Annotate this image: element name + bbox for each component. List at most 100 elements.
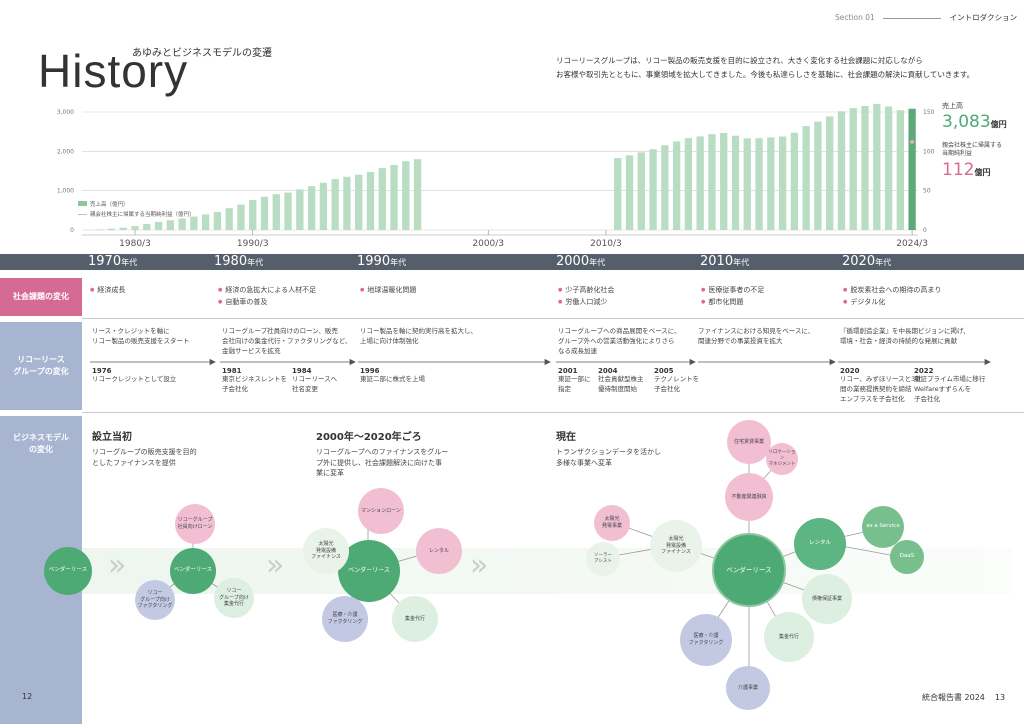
era-2020: 2020年代 — [842, 254, 892, 269]
kpi-profit: 親会社株主に帰属する 当期純利益 112億円 — [942, 142, 1003, 180]
sales-bar — [896, 110, 904, 230]
footer-report: 統合報告書 2024 13 — [922, 693, 1006, 702]
sales-bar — [319, 182, 328, 230]
sales-bar — [272, 194, 280, 230]
kpi-sales: 売上高 3,083億円 — [942, 102, 1007, 132]
bm-phase-1: 設立当初 リコーグループの販売支援を目的 としたファイナンスを提供 — [92, 432, 197, 467]
era-1970: 1970年代 — [88, 254, 138, 269]
legend-profit: 親会社株主に帰属する当期純利益（億円） — [78, 211, 195, 221]
y-right-tick: 100 — [923, 148, 935, 155]
y-right-tick: 150 — [923, 109, 935, 116]
sales-bar — [637, 152, 645, 230]
social-2020: 脱炭素社会への期待の高まりデジタル化 — [843, 284, 941, 309]
rental-node: レンタル — [794, 518, 846, 570]
chevron-right-icon: » — [266, 548, 285, 583]
real-estate-loan-node: 不動産関連融資 — [725, 473, 773, 521]
medical-factoring-node: 医療・介護 ファクタリング — [322, 596, 368, 642]
sales-bar — [154, 221, 163, 230]
group-1980: リコーグループ社員向けのローン、販売 会社向けの集金代行・ファクタリングなど、 金融… — [222, 327, 352, 355]
ricoh-loan-node: リコーグループ 社員向けローン — [175, 504, 215, 544]
sales-bar — [331, 179, 339, 230]
sales-bar — [849, 108, 857, 230]
sales-chart: 3,000 2,000 1,000 0 150 100 50 0 1980/3 1990/3 200… — [57, 103, 935, 249]
sales-bar — [119, 227, 127, 230]
timeline-arrows — [90, 358, 991, 366]
vendor-lease-node: ベンダーリース — [170, 548, 216, 594]
collection-node: 集金代行 — [764, 612, 814, 662]
sales-bar — [802, 126, 810, 230]
sales-bar — [355, 174, 363, 230]
event-2004: 2004 社会貢献型株主 優待制度開始 — [598, 367, 644, 393]
sales-bar — [413, 159, 422, 230]
sales-bar — [908, 108, 916, 230]
x-tick-label: 1980/3 — [119, 239, 151, 249]
sales-bar — [814, 121, 822, 230]
sales-bar — [96, 229, 104, 230]
as-a-service-node: as a Service — [862, 506, 904, 548]
solar-finance-node: 太陽光 発電設備 ファイナンス — [303, 528, 349, 574]
social-1990: 地球温暖化問題 — [360, 284, 416, 296]
sales-bar — [166, 220, 174, 230]
bm-phase-2: 2000年～2020年ごろ リコーグループへのファイナンスをグルー プ外に提供し… — [316, 432, 449, 477]
group-2000: リコーグループへの商品展開をベースに、 グループ外への営業活動強化によりさら なる成… — [558, 327, 681, 355]
guarantee-node: 債権保証事業 — [802, 574, 852, 624]
solar-finance-node: 太陽光 発電設備 ファイナンス — [650, 520, 702, 572]
y-left-tick: 0 — [70, 227, 74, 234]
era-1980: 1980年代 — [214, 254, 264, 269]
vendor-lease-node: ベンダーリース — [44, 547, 92, 595]
sales-bar — [672, 141, 681, 230]
sales-bar — [790, 132, 799, 230]
care-business-node: 介護事業 — [726, 666, 770, 710]
collection-node: 集金代行 — [392, 596, 438, 642]
sales-bar — [390, 164, 398, 230]
sales-bar — [873, 103, 881, 230]
sales-bar — [131, 226, 139, 230]
profit-point — [910, 139, 915, 144]
network-lines — [153, 442, 907, 680]
sales-bar — [225, 208, 233, 230]
sales-bar — [625, 155, 634, 230]
era-2000: 2000年代 — [556, 254, 606, 269]
era-2010: 2010年代 — [700, 254, 750, 269]
group-1970: リース・クレジットを軸に リコー製品の販売支援をスタート — [92, 327, 190, 345]
social-2000: 少子高齢化社会労働人口減少 — [558, 284, 614, 309]
y-left-tick: 2,000 — [57, 148, 74, 155]
group-2010: ファイナンスにおける知見をベースに、 関連分野での事業投資を拡大 — [698, 327, 815, 345]
medical-factoring-node: 医療・介護 ファクタリング — [680, 614, 732, 666]
x-tick-label: 2000/3 — [472, 239, 504, 249]
chevron-right-icon: » — [470, 548, 489, 583]
page-subtitle: あゆみとビジネスモデルの変遷 — [132, 48, 272, 59]
sales-bar — [343, 176, 351, 230]
ricoh-collection-node: リコー グループ向け 集金代行 — [214, 578, 254, 618]
sales-bar — [861, 106, 869, 230]
y-left-tick: 1,000 — [57, 188, 74, 195]
legend-sales: 売上高（億円） — [78, 201, 195, 211]
event-1976: 1976 リコークレジットとして設立 — [92, 367, 177, 383]
event-1981: 1981 東京ビジネスレントを 子会社化 — [222, 367, 287, 393]
sales-bar — [249, 199, 257, 230]
solar-power-node: 太陽光 発電事業 — [594, 505, 630, 541]
chart-legend: 売上高（億円） 親会社株主に帰属する当期純利益（億円） — [78, 201, 195, 221]
mansion-loan-node: マンションローン — [358, 488, 404, 534]
sales-bar — [684, 138, 693, 230]
sales-bar — [731, 135, 740, 230]
sales-bar — [190, 216, 198, 230]
y-right-tick: 0 — [923, 227, 927, 234]
sales-bar — [837, 111, 846, 230]
sales-bar — [296, 189, 304, 230]
sales-bar — [366, 171, 375, 230]
row-label-group: リコーリース グループの変化 — [0, 322, 82, 410]
sales-bar — [720, 132, 728, 230]
sales-bar — [237, 204, 245, 230]
sales-bar — [826, 116, 834, 230]
y-right-tick: 50 — [923, 188, 931, 195]
era-bar — [0, 254, 1024, 270]
sales-bar — [696, 136, 704, 230]
sales-bar — [649, 149, 657, 230]
era-1990: 1990年代 — [357, 254, 407, 269]
solar-assist-node: ソーラー アシスト — [586, 542, 620, 576]
bm-phase-3: 現在 トランザクションデータを活かし 多様な事業へ変革 — [556, 432, 661, 467]
sales-bar — [767, 137, 775, 230]
row-label-social: 社会課題の変化 — [0, 278, 82, 316]
sales-bar — [743, 138, 751, 230]
